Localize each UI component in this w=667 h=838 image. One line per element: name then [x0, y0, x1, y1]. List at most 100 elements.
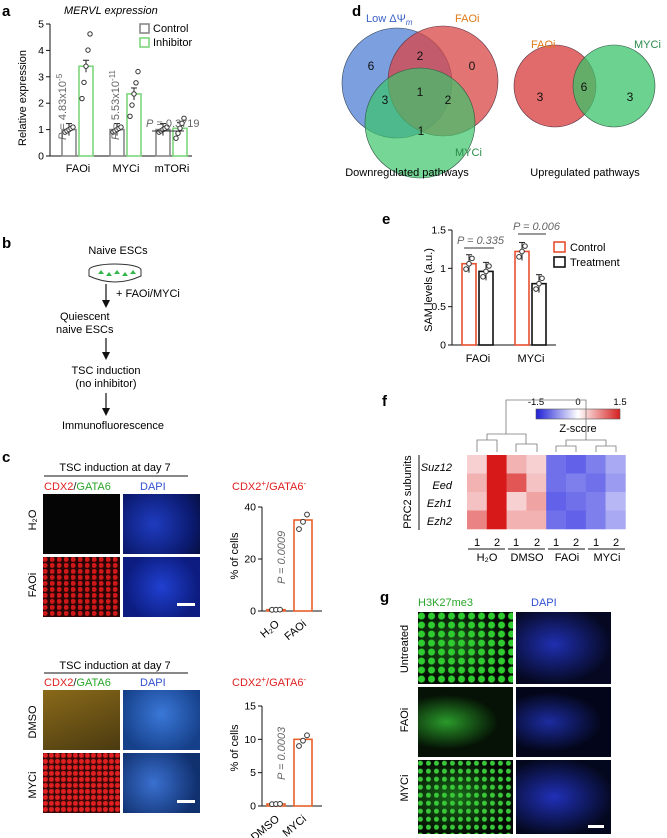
panel-e-letter: e [382, 211, 390, 228]
rep-label: 1 [553, 537, 559, 549]
panel-g-row-untreated: Untreated [399, 625, 411, 673]
panel-a-title: MERVL expression [64, 5, 158, 17]
panel-c-ylabel-top: % of cells [229, 532, 241, 580]
data-point [533, 286, 539, 292]
group-label-h2o: H₂O [477, 552, 498, 564]
y-tick-label: 3 [38, 71, 44, 83]
y-tick-label: 20 [244, 554, 256, 566]
panel-f-letter: f [382, 393, 388, 410]
venn-up-counts: 3 6 3 [537, 80, 634, 104]
panel-c-row-faoi: FAOi [27, 573, 39, 597]
venn-count-faoi-myci: 2 [445, 93, 452, 107]
x-tick-label: mTORi [155, 163, 190, 175]
panel-a-pvalue-myci: P = 5.53x10-11 [108, 69, 122, 140]
data-point [539, 275, 545, 282]
venn-up-myci-label: MYCi [634, 39, 661, 51]
rep-label: 2 [534, 537, 540, 549]
heatmap-cell [585, 510, 606, 530]
heatmap-cell [566, 510, 587, 530]
y-tick-label: 0.5 [431, 301, 446, 313]
micrograph-g-untreated-dapi [516, 612, 611, 684]
data-point [519, 248, 525, 255]
data-point [135, 68, 141, 75]
scale-bar-c-top [177, 603, 195, 606]
micrograph-faoi-dapi [123, 557, 200, 617]
micrograph-h2o-merge [43, 494, 120, 554]
heatmap-cell [605, 492, 626, 511]
data-point [300, 518, 306, 525]
gene-label-eed: Eed [432, 480, 452, 492]
rep-label: 1 [474, 537, 480, 549]
x-tick-label: FAOi [282, 618, 308, 643]
data-point [129, 102, 135, 108]
heatmap-cell [486, 455, 507, 474]
data-point [483, 268, 489, 275]
panel-c-dapi-top: DAPI [140, 481, 166, 493]
panel-c-top-bar-chart: 0 20 40 H₂O FAOi [244, 502, 322, 643]
rep-label: 1 [593, 537, 599, 549]
panel-b-letter: b [2, 235, 11, 252]
heatmap-cell [605, 455, 626, 474]
legend-control-swatch [139, 23, 150, 34]
heatmap-cell [506, 473, 527, 493]
flow-step-naive: Naive ESCs [88, 245, 148, 257]
cell-triangles-icon [98, 270, 136, 276]
panel-c-pvalue-bottom: P = 0.0003 [276, 726, 288, 780]
panel-c-row-dmso: DMSO [27, 705, 39, 738]
heatmap-cell [605, 510, 626, 530]
bar-control [514, 250, 530, 346]
data-point [87, 31, 93, 37]
micrograph-h2o-dapi [123, 494, 200, 554]
scale-bar-c-bottom [177, 800, 195, 803]
panel-e-ylabel: SAM levels (a.u.) [423, 248, 435, 332]
replicate-labels: 1 2 1 2 1 2 1 2 [474, 537, 619, 549]
panel-c-ylabel-bottom: % of cells [229, 724, 241, 772]
micrograph-g-untreated-h3k27me3 [418, 612, 513, 684]
scale-bar-g [588, 825, 604, 828]
data-point [131, 91, 137, 97]
panel-a-pvalue-mtori: P = 0.3719 [146, 118, 200, 130]
heatmap-cell [526, 473, 547, 493]
legend-inhibitor-label: Inhibitor [153, 37, 192, 49]
zscore-colorbar [535, 408, 621, 420]
data-point [81, 79, 87, 86]
data-point [522, 243, 528, 249]
legend-control-label: Control [153, 23, 188, 35]
micrograph-g-myci-dapi [516, 760, 611, 834]
data-point [304, 511, 310, 518]
data-point [300, 737, 306, 744]
y-tick-label: 1 [38, 124, 44, 136]
y-tick-label: 10 [244, 734, 256, 746]
heatmap-cell [486, 492, 507, 511]
venn-low-label: Low ΔΨm [366, 13, 413, 27]
heatmap-cell [526, 510, 547, 530]
venn-up-myci-circle [572, 44, 656, 128]
data-point [70, 124, 76, 130]
venn-down-counts: 6 2 0 3 1 2 1 [368, 49, 476, 138]
panel-g-stain1: H3K27me3 [418, 597, 473, 609]
zscore-tick-mid: 0 [575, 397, 580, 408]
venn-count-faoi: 0 [469, 59, 476, 73]
venn-count-myci: 1 [418, 124, 425, 138]
panel-c-row-myci: MYCi [27, 772, 39, 799]
panel-g-stain2: DAPI [531, 597, 557, 609]
panel-a-bar-chart: 0 1 2 3 4 5 FAOi MYCi mTORi [38, 19, 192, 175]
data-point [516, 254, 522, 260]
venn-up-count-both: 6 [581, 80, 588, 94]
heatmap-cell [526, 492, 547, 511]
panel-c-row-h2o: H₂O [27, 509, 39, 530]
flow-step-quiescent: Quiescent [60, 311, 110, 323]
data-point [181, 115, 187, 122]
venn-count-low-myci: 3 [382, 93, 389, 107]
panel-a-ylabel: Relative expression [17, 50, 29, 146]
heatmap-cell [566, 492, 587, 511]
heatmap-cell [467, 455, 488, 474]
data-point [118, 124, 124, 130]
panel-c-quant-title-bottom: CDX2+/GATA6- [232, 675, 307, 689]
panel-c-dapi-bottom: DAPI [140, 677, 166, 689]
micrograph-myci-dapi [123, 753, 200, 813]
flow-step-if: Immunofluorescence [62, 420, 164, 432]
heatmap-cell [526, 455, 547, 474]
panel-e-legend-treatment-swatch [553, 256, 566, 268]
heatmap-cell [605, 473, 626, 493]
